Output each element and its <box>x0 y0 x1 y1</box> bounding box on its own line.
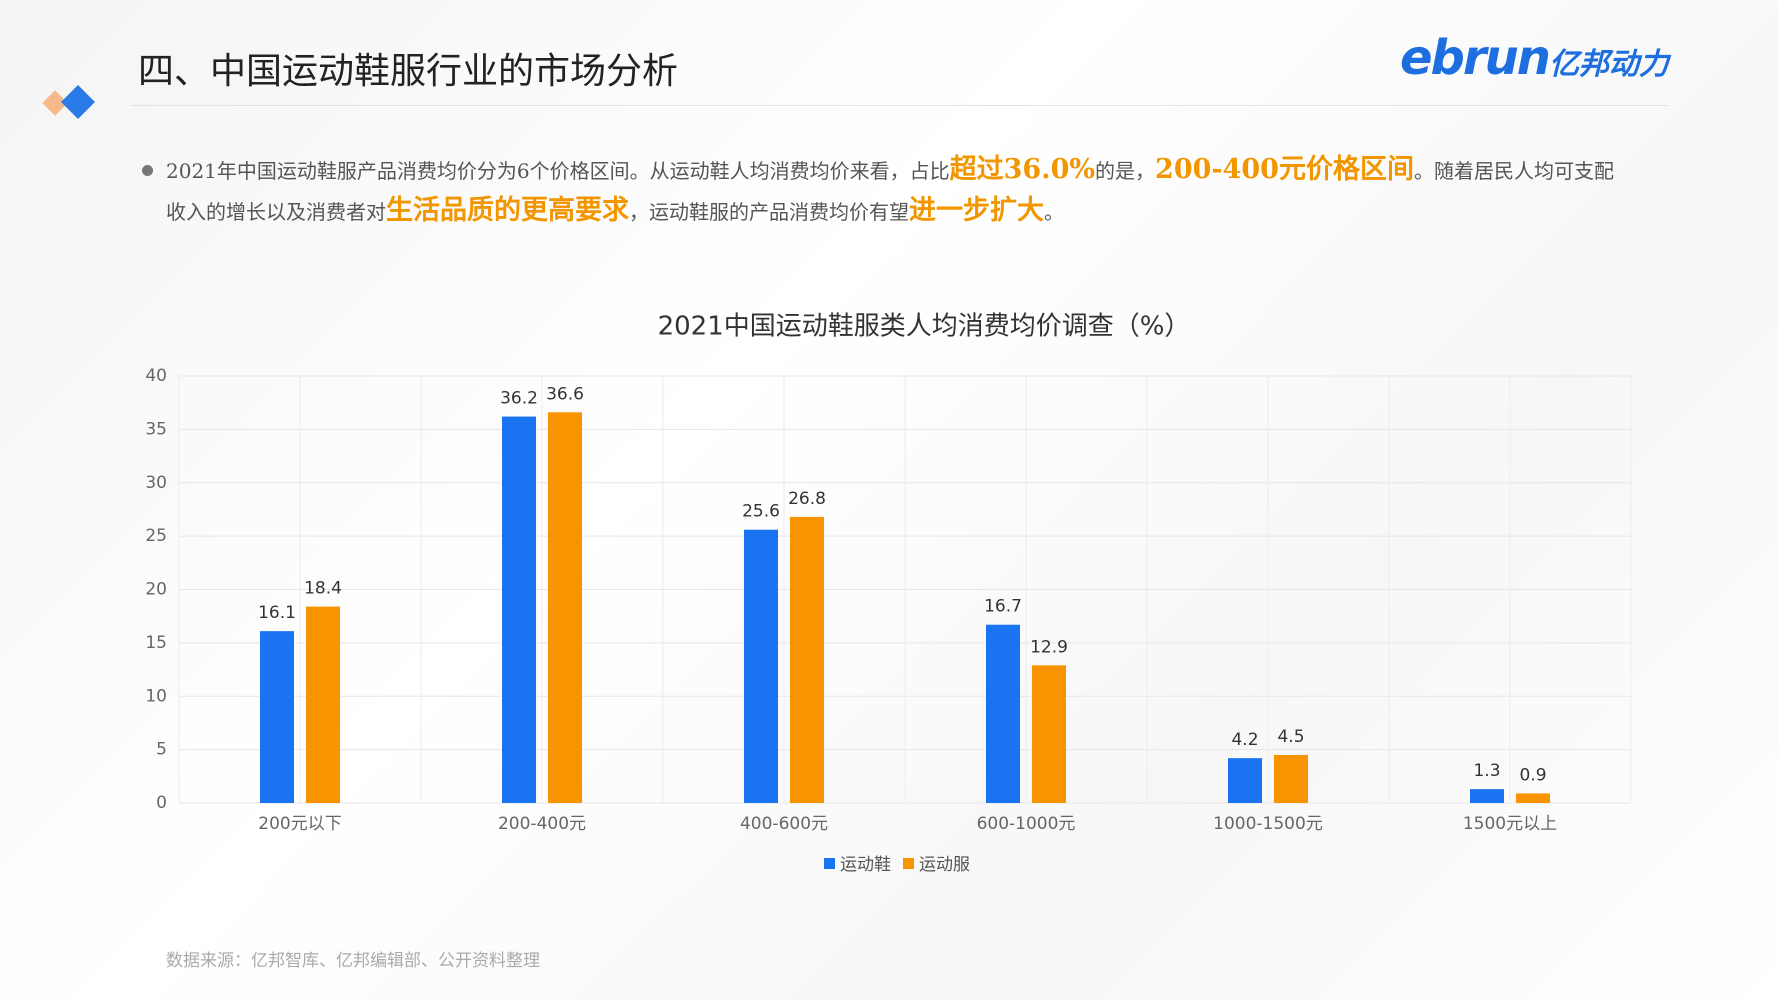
data-label: 36.6 <box>546 384 584 404</box>
data-label: 25.6 <box>742 502 780 522</box>
page-title: 四、中国运动鞋服行业的市场分析 <box>138 51 679 92</box>
body-text: 。随着居民人均可支配收入的增长以及消费者对 <box>166 159 1614 224</box>
x-tick-label: 400-600元 <box>740 814 828 834</box>
highlight-text: 超过36.0% <box>949 154 1096 185</box>
y-tick-label: 30 <box>145 473 167 493</box>
x-tick-label: 1000-1500元 <box>1213 814 1323 834</box>
data-label: 18.4 <box>304 579 342 599</box>
y-tick-label: 15 <box>145 633 167 653</box>
logo-main: ebrun <box>1400 30 1551 86</box>
body-text: 的是， <box>1095 159 1156 183</box>
highlight-text: 进一步扩大 <box>909 195 1044 226</box>
chart-title: 2021中国运动鞋服类人均消费均价调查（%） <box>658 312 1191 342</box>
bar <box>502 416 536 803</box>
logo: ebrun亿邦动力 <box>1400 30 1669 86</box>
bar <box>790 516 824 803</box>
data-label: 0.9 <box>1519 765 1546 785</box>
logo-sub: 亿邦动力 <box>1548 47 1669 82</box>
y-tick-label: 40 <box>145 366 167 386</box>
source: 数据来源：亿邦智库、亿邦编辑部、公开资料整理 <box>166 951 540 971</box>
bar <box>744 529 778 803</box>
divider <box>130 105 1668 106</box>
bar <box>306 606 340 803</box>
body-text: ，运动鞋服的产品消费均价有望 <box>629 200 909 224</box>
bar <box>260 631 294 803</box>
data-label: 4.5 <box>1277 727 1304 747</box>
y-tick-label: 35 <box>145 419 167 439</box>
x-tick-label: 200元以下 <box>258 814 341 834</box>
bar <box>986 624 1020 803</box>
data-label: 26.8 <box>788 489 826 509</box>
y-tick-label: 0 <box>156 793 167 813</box>
legend-label: 运动服 <box>919 855 970 875</box>
bar <box>1274 754 1308 803</box>
diamond-icon <box>42 85 95 119</box>
y-tick-label: 20 <box>145 580 167 600</box>
legend-label: 运动鞋 <box>840 855 891 875</box>
data-label: 16.1 <box>258 603 296 623</box>
bar <box>1470 789 1504 803</box>
legend-swatch <box>903 858 914 869</box>
y-tick-label: 25 <box>145 526 167 546</box>
summary: 2021年中国运动鞋服产品消费均价分为6个价格区间。从运动鞋人均消费均价来看，占… <box>140 150 1626 232</box>
data-label: 12.9 <box>1030 637 1068 657</box>
highlight-text: 200-400元价格区间 <box>1155 154 1414 185</box>
y-tick-label: 5 <box>156 740 167 760</box>
body-text: 2021年中国运动鞋服产品消费均价分为6个价格区间。从运动鞋人均消费均价来看，占… <box>166 159 950 183</box>
bar <box>1228 758 1262 803</box>
bar <box>548 412 582 803</box>
data-label: 1.3 <box>1473 761 1500 781</box>
x-tick-label: 200-400元 <box>498 814 586 834</box>
body-text: 。 <box>1044 200 1064 224</box>
data-label: 16.7 <box>984 597 1022 617</box>
x-tick-label: 600-1000元 <box>977 814 1076 834</box>
data-label: 4.2 <box>1231 730 1258 750</box>
highlight-text: 生活品质的更高要求 <box>386 195 629 226</box>
data-label: 36.2 <box>500 389 538 409</box>
y-tick-label: 10 <box>145 686 167 706</box>
bar <box>1516 793 1550 803</box>
legend-swatch <box>824 858 835 869</box>
bar <box>1032 665 1066 803</box>
x-tick-label: 1500元以上 <box>1463 814 1557 834</box>
